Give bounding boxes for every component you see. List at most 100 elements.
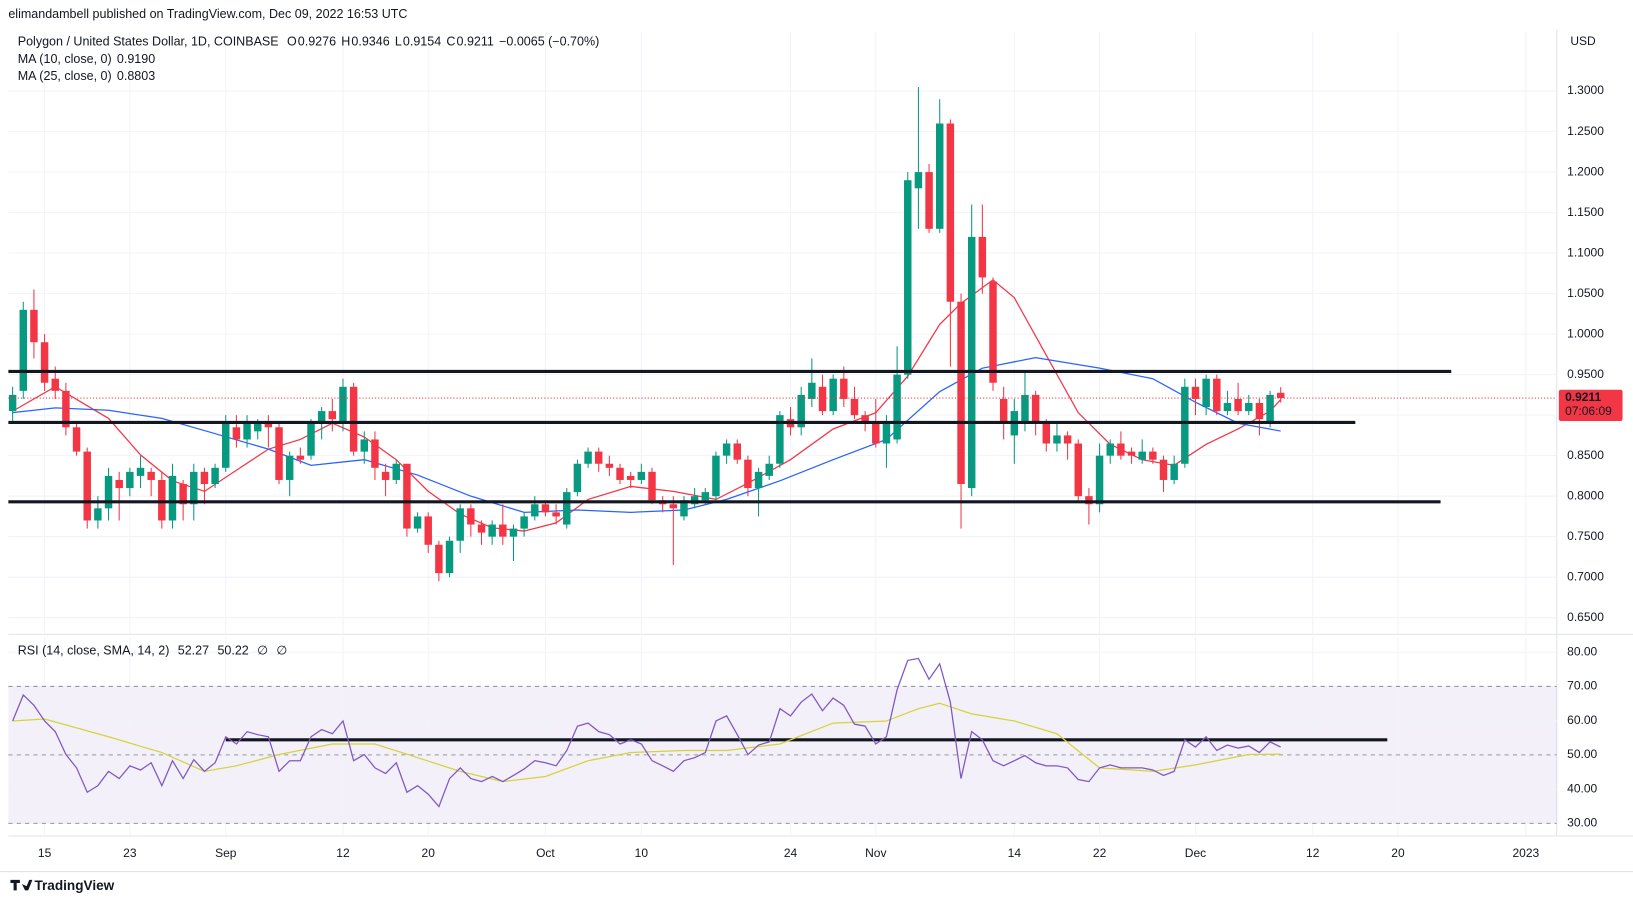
candle-body (1095, 455, 1104, 505)
ohlc-value: 0.9346 (351, 34, 389, 48)
legend-value: 50.22 (217, 643, 248, 657)
y-tick-label: 0.6500 (1567, 610, 1604, 624)
x-tick-label: 15 (38, 846, 52, 860)
candle-body (818, 386, 827, 412)
candle-body (317, 411, 326, 424)
candle-body (935, 123, 944, 229)
candle-body (1127, 451, 1136, 456)
indicator-line (12, 702, 1281, 783)
y-tick-label: 30.00 (1567, 816, 1597, 830)
candle-body (435, 544, 443, 574)
indicator-line (12, 356, 1281, 513)
candle-body (339, 386, 347, 424)
y-tick-label: 70.00 (1567, 679, 1597, 693)
candle-body (168, 475, 177, 521)
candle-body (371, 439, 379, 468)
y-tick-label: 1.1000 (1567, 245, 1604, 259)
candle-body (850, 398, 859, 416)
candle-body (83, 451, 91, 521)
tradingview-logo (10, 879, 33, 891)
ohlc-key: L (395, 34, 402, 48)
x-tick-label: 2023 (1512, 846, 1539, 860)
ohlc-key: C (446, 34, 455, 48)
candle-body (243, 423, 251, 440)
candle-body (222, 423, 230, 468)
currency: USD (1570, 34, 1596, 48)
candle-body (520, 516, 528, 529)
candle-body (584, 451, 592, 464)
candle-body (605, 463, 614, 468)
candle-body (978, 236, 987, 278)
candle-body (722, 443, 731, 456)
candle-body (1053, 435, 1061, 444)
x-tick-label: 14 (1008, 846, 1022, 860)
candle-body (190, 471, 198, 505)
candle-body (904, 180, 912, 375)
candle-body (531, 504, 539, 517)
x-tick-label: 20 (1391, 846, 1405, 860)
candle-body (136, 467, 145, 476)
candle-body (424, 516, 432, 545)
candle-body (1021, 394, 1029, 424)
candle-body (1149, 451, 1157, 460)
legend-extra: ∅ (257, 643, 268, 657)
candle-body (158, 479, 166, 521)
candle-body (957, 301, 965, 485)
x-tick-label: 23 (123, 846, 137, 860)
candle-body (648, 471, 656, 501)
footer-brand: TradingView (34, 878, 114, 893)
x-tick-label: 10 (635, 846, 649, 860)
candle-body (509, 528, 518, 537)
candle-body (360, 439, 369, 452)
candle-body (30, 309, 38, 343)
y-tick-label: 50.00 (1567, 747, 1597, 761)
legend-value: 0.8803 (117, 69, 155, 83)
last-price-label: 0.9211 (1565, 390, 1601, 404)
ohlc-value: 0.9211 (457, 34, 494, 48)
candle-body (72, 427, 81, 452)
candle-body (946, 123, 955, 302)
candle-body (445, 540, 454, 574)
candle-body (1255, 403, 1264, 420)
y-tick-label: 1.3000 (1567, 83, 1604, 97)
candle-body (1042, 423, 1051, 444)
candle-body (594, 451, 603, 464)
candle-body (211, 467, 219, 485)
candle-body (925, 172, 933, 229)
candle-body (1191, 386, 1200, 399)
candle-body (8, 394, 17, 412)
candle-body (467, 508, 475, 525)
candle-body (1170, 463, 1178, 480)
candle-body (488, 524, 496, 537)
symbol-title: Polygon / United States Dollar, 1D, COIN… (18, 34, 279, 48)
candle-body (296, 455, 305, 460)
candle-body (808, 382, 816, 399)
candle-body (552, 512, 560, 517)
indicator-line (12, 279, 1282, 532)
candle-body (1117, 443, 1125, 456)
candle-body (861, 415, 869, 424)
legend-name: MA (25, close, 0) (18, 69, 112, 83)
y-tick-label: 0.7500 (1567, 529, 1604, 543)
candle-body (40, 342, 49, 383)
candle-body (712, 455, 720, 497)
candle-body (381, 471, 390, 480)
candle-body (275, 427, 283, 480)
candle-body (1223, 403, 1232, 412)
candle-body (1266, 394, 1274, 424)
x-tick-label: Sep (215, 846, 237, 860)
candle-body (1245, 403, 1253, 412)
candle-body (499, 524, 507, 537)
candle-body (413, 516, 422, 529)
x-tick-label: 24 (784, 846, 798, 860)
candle-body (232, 427, 241, 440)
candle-body (1202, 378, 1210, 408)
candle-body (840, 378, 848, 399)
candle-body (765, 463, 773, 476)
y-tick-label: 0.7000 (1567, 569, 1604, 583)
candle-body (914, 172, 923, 189)
candle-body (744, 459, 752, 489)
candle-body (456, 508, 464, 541)
price-change: −0.0065 (−0.70%) (499, 34, 599, 48)
